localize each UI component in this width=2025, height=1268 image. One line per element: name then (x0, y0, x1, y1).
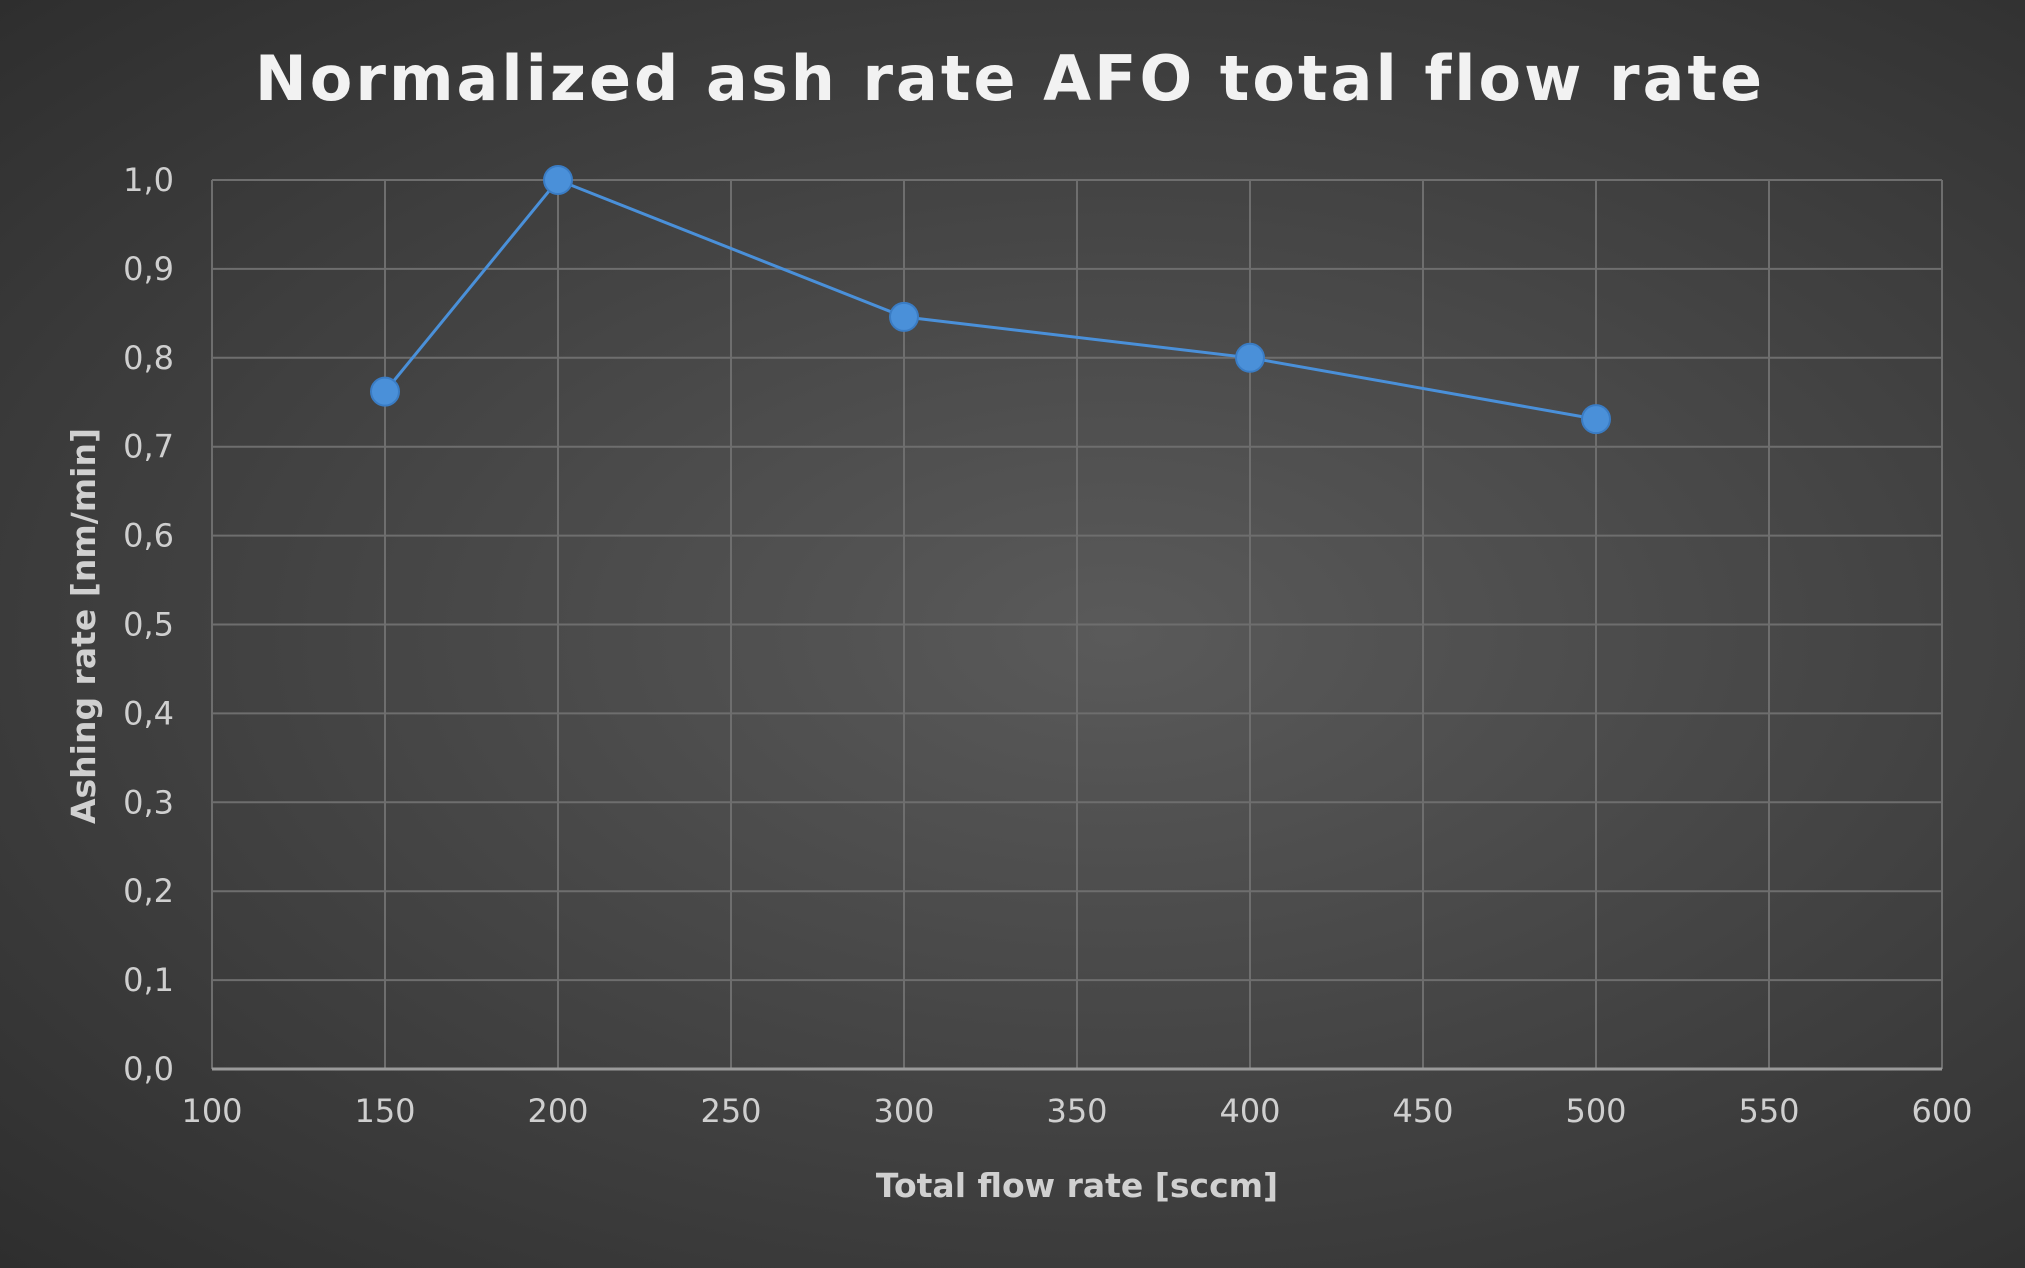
y-axis-label: Ashing rate [nm/min] (64, 428, 103, 824)
chart-title: Normalized ash rate AFO total flow rate (255, 42, 1765, 115)
x-tick-label: 300 (873, 1092, 934, 1130)
y-tick-label: 0,2 (123, 872, 174, 910)
y-tick-label: 0,5 (123, 606, 174, 644)
y-tick-label: 0,9 (123, 250, 174, 288)
x-tick-label: 350 (1046, 1092, 1107, 1130)
y-tick-label: 0,4 (123, 694, 174, 732)
y-tick-label: 0,8 (123, 339, 174, 377)
data-point (1581, 404, 1611, 435)
x-tick-label: 400 (1219, 1092, 1280, 1130)
x-tick-label: 500 (1565, 1092, 1626, 1130)
y-tick-label: 0,6 (123, 517, 174, 555)
x-tick-label: 250 (700, 1092, 761, 1130)
y-tick-label: 0,1 (123, 961, 174, 999)
data-point (370, 376, 400, 407)
x-axis-label: Total flow rate [sccm] (876, 1166, 1278, 1205)
x-tick-label: 100 (181, 1092, 242, 1130)
data-point (543, 165, 573, 195)
x-tick-label: 150 (354, 1092, 415, 1130)
series-line (383, 178, 1597, 421)
y-tick-label: 0,7 (123, 428, 174, 466)
x-tick-label: 200 (527, 1092, 588, 1130)
x-tick-label: 600 (1911, 1092, 1972, 1130)
y-tick-label: 0,3 (123, 783, 174, 821)
y-tick-label: 1,0 (123, 161, 174, 199)
y-tick-label: 0,0 (123, 1050, 174, 1088)
x-tick-label: 550 (1738, 1092, 1799, 1130)
x-tick-label: 450 (1392, 1092, 1453, 1130)
data-point (1235, 342, 1265, 373)
data-point (889, 301, 919, 332)
